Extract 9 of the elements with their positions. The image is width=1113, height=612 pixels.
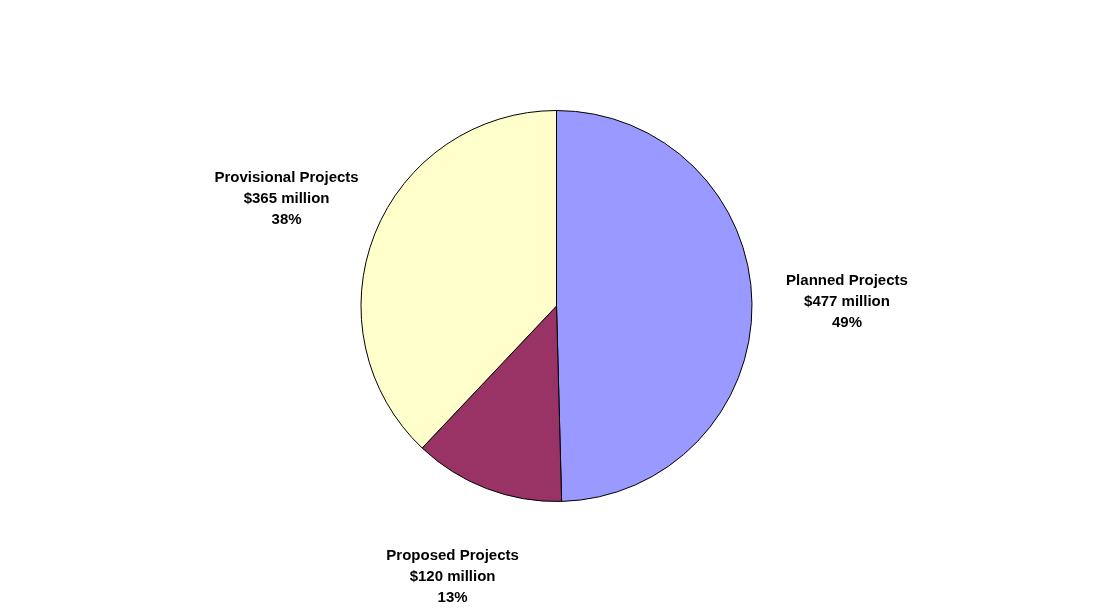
slice-label: Planned Projects: [786, 271, 908, 289]
data-label: $477 million: [804, 292, 890, 310]
slice-label: Proposed Projects: [386, 546, 519, 564]
slice-label: Provisional Projects: [214, 167, 359, 185]
text: 38%: [271, 209, 302, 227]
data-label: $365 million: [243, 188, 330, 206]
text: 13%: [437, 588, 468, 606]
data-label: $120 million: [409, 567, 496, 585]
text: 49%: [831, 313, 862, 331]
